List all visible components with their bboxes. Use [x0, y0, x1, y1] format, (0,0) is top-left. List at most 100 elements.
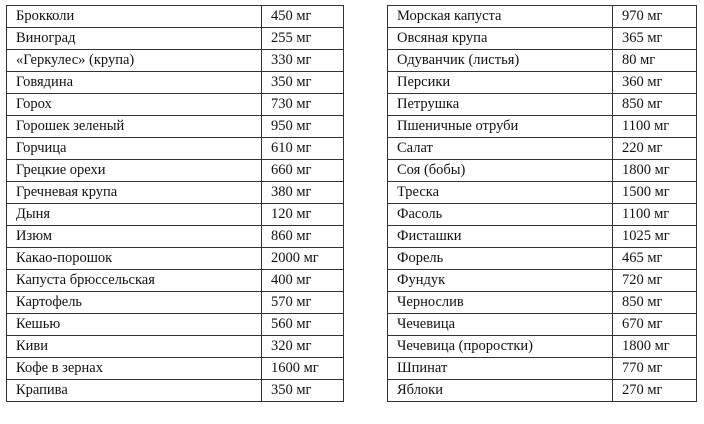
- amount: 365 мг: [612, 27, 697, 50]
- table-row: Яблоки 270 мг: [387, 379, 697, 402]
- product-name: Горох: [6, 93, 262, 116]
- amount: 770 мг: [612, 357, 697, 380]
- product-name: Кофе в зернах: [6, 357, 262, 380]
- table-row: Соя (бобы) 1800 мг: [387, 159, 697, 182]
- amount: 465 мг: [612, 247, 697, 270]
- table-row: Фасоль 1100 мг: [387, 203, 697, 226]
- product-name: Говядина: [6, 71, 262, 94]
- product-name: Треска: [387, 181, 613, 204]
- amount: 730 мг: [261, 93, 344, 116]
- amount: 720 мг: [612, 269, 697, 292]
- table-row: Треска 1500 мг: [387, 181, 697, 204]
- amount: 970 мг: [612, 5, 697, 28]
- product-name: Кешью: [6, 313, 262, 336]
- table-row: Грецкие орехи 660 мг: [6, 159, 344, 182]
- amount: 860 мг: [261, 225, 344, 248]
- product-name: Капуста брюссельская: [6, 269, 262, 292]
- amount: 2000 мг: [261, 247, 344, 270]
- product-name: Какао-порошок: [6, 247, 262, 270]
- table-row: Дыня 120 мг: [6, 203, 344, 226]
- table-row: Крапива 350 мг: [6, 379, 344, 402]
- amount: 660 мг: [261, 159, 344, 182]
- table-row: Кешью 560 мг: [6, 313, 344, 336]
- table-row: Чернослив 850 мг: [387, 291, 697, 314]
- table-row: «Геркулес» (крупа) 330 мг: [6, 49, 344, 72]
- product-name: «Геркулес» (крупа): [6, 49, 262, 72]
- table-row: Горошек зеленый 950 мг: [6, 115, 344, 138]
- amount: 850 мг: [612, 291, 697, 314]
- product-name: Фисташки: [387, 225, 613, 248]
- product-name: Изюм: [6, 225, 262, 248]
- amount: 360 мг: [612, 71, 697, 94]
- amount: 380 мг: [261, 181, 344, 204]
- table-row: Овсяная крупа 365 мг: [387, 27, 697, 50]
- amount: 330 мг: [261, 49, 344, 72]
- amount: 1800 мг: [612, 159, 697, 182]
- table: Морская капуста 970 мг Овсяная крупа 365 мг…: [387, 5, 697, 402]
- product-name: Форель: [387, 247, 613, 270]
- product-name: Крапива: [6, 379, 262, 402]
- table-row: Киви 320 мг: [6, 335, 344, 358]
- product-name: Киви: [6, 335, 262, 358]
- amount: 1100 мг: [612, 203, 697, 226]
- table-row: Персики 360 мг: [387, 71, 697, 94]
- amount: 1500 мг: [612, 181, 697, 204]
- table-row: Петрушка 850 мг: [387, 93, 697, 116]
- amount: 1600 мг: [261, 357, 344, 380]
- amount: 1025 мг: [612, 225, 697, 248]
- table-row: Капуста брюссельская 400 мг: [6, 269, 344, 292]
- product-name: Чечевица (проростки): [387, 335, 613, 358]
- amount: 1100 мг: [612, 115, 697, 138]
- product-name: Шпинат: [387, 357, 613, 380]
- table-row: Картофель 570 мг: [6, 291, 344, 314]
- amount: 350 мг: [261, 379, 344, 402]
- product-name: Петрушка: [387, 93, 613, 116]
- table-row: Горчица 610 мг: [6, 137, 344, 160]
- table-row: Изюм 860 мг: [6, 225, 344, 248]
- product-name: Одуванчик (листья): [387, 49, 613, 72]
- amount: 320 мг: [261, 335, 344, 358]
- product-name: Чечевица: [387, 313, 613, 336]
- product-name: Фасоль: [387, 203, 613, 226]
- table-row: Говядина 350 мг: [6, 71, 344, 94]
- amount: 450 мг: [261, 5, 344, 28]
- amount: 1800 мг: [612, 335, 697, 358]
- product-name: Дыня: [6, 203, 262, 226]
- table: Брокколи 450 мг Виноград 255 мг «Геркулес» (…: [6, 5, 344, 402]
- table-row: Фундук 720 мг: [387, 269, 697, 292]
- product-name: Грецкие орехи: [6, 159, 262, 182]
- table-row: Морская капуста 970 мг: [387, 5, 697, 28]
- amount: 350 мг: [261, 71, 344, 94]
- table-row: Гречневая крупа 380 мг: [6, 181, 344, 204]
- product-name: Пшеничные отруби: [387, 115, 613, 138]
- amount: 255 мг: [261, 27, 344, 50]
- product-name: Фундук: [387, 269, 613, 292]
- product-name: Салат: [387, 137, 613, 160]
- product-name: Яблоки: [387, 379, 613, 402]
- table-row: Чечевица 670 мг: [387, 313, 697, 336]
- product-name: Морская капуста: [387, 5, 613, 28]
- amount: 80 мг: [612, 49, 697, 72]
- product-name: Овсяная крупа: [387, 27, 613, 50]
- amount: 400 мг: [261, 269, 344, 292]
- amount: 850 мг: [612, 93, 697, 116]
- product-name: Персики: [387, 71, 613, 94]
- product-name: Гречневая крупа: [6, 181, 262, 204]
- table-row: Виноград 255 мг: [6, 27, 344, 50]
- amount: 610 мг: [261, 137, 344, 160]
- table-row: Фисташки 1025 мг: [387, 225, 697, 248]
- table-row: Кофе в зернах 1600 мг: [6, 357, 344, 380]
- product-name: Горчица: [6, 137, 262, 160]
- product-name: Картофель: [6, 291, 262, 314]
- table-row: Чечевица (проростки) 1800 мг: [387, 335, 697, 358]
- table-row: Шпинат 770 мг: [387, 357, 697, 380]
- table-row: Брокколи 450 мг: [6, 5, 344, 28]
- amount: 220 мг: [612, 137, 697, 160]
- product-name: Соя (бобы): [387, 159, 613, 182]
- amount: 560 мг: [261, 313, 344, 336]
- table-row: Какао-порошок 2000 мг: [6, 247, 344, 270]
- product-name: Виноград: [6, 27, 262, 50]
- table-row: Горох 730 мг: [6, 93, 344, 116]
- amount: 120 мг: [261, 203, 344, 226]
